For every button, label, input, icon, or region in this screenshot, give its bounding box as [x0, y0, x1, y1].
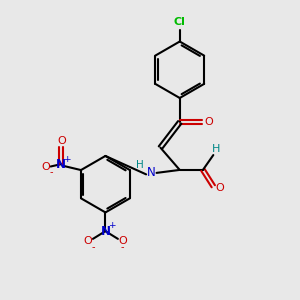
Text: -: - — [92, 242, 95, 252]
Text: O: O — [83, 236, 92, 246]
Text: O: O — [41, 162, 50, 172]
Text: H: H — [212, 144, 220, 154]
Text: O: O — [204, 117, 213, 128]
Text: -: - — [121, 242, 124, 252]
Text: O: O — [119, 236, 128, 246]
Text: O: O — [57, 136, 66, 146]
Text: N: N — [100, 225, 110, 238]
Text: +: + — [108, 221, 115, 230]
Text: +: + — [64, 154, 71, 164]
Text: O: O — [215, 183, 224, 193]
Text: -: - — [50, 167, 53, 177]
Text: H: H — [136, 160, 144, 170]
Text: Cl: Cl — [174, 17, 186, 27]
Text: N: N — [56, 158, 66, 171]
Text: N: N — [147, 167, 156, 179]
